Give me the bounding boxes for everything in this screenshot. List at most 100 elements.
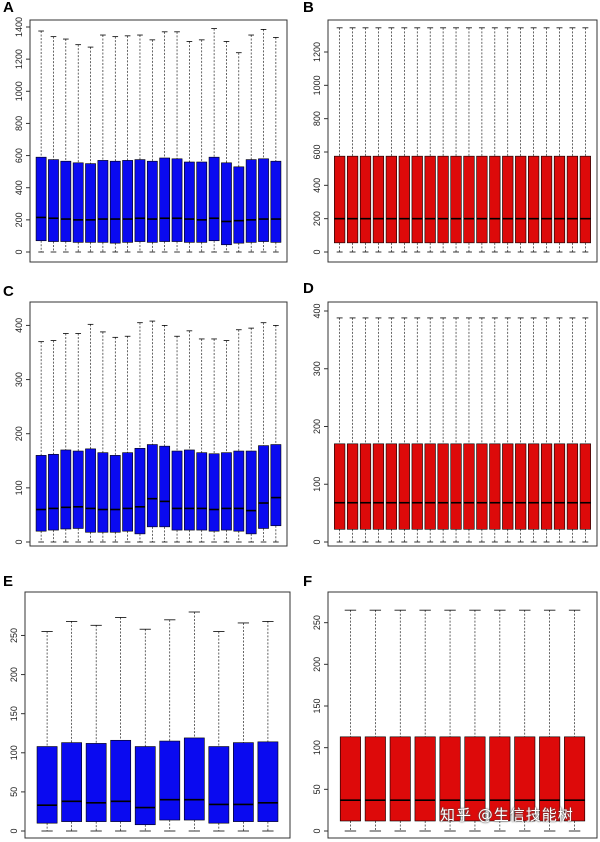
box-body	[233, 450, 245, 532]
box-6	[464, 609, 486, 832]
y-tick-label: 1200	[14, 49, 24, 69]
box-7	[489, 609, 511, 832]
box-12	[476, 317, 488, 543]
box-13	[489, 317, 501, 543]
box-7	[109, 36, 121, 253]
box-11	[159, 31, 171, 253]
box-body	[334, 155, 346, 244]
box-4	[72, 44, 84, 253]
box-12	[171, 335, 183, 543]
box-4	[372, 317, 385, 543]
box-body	[515, 443, 527, 530]
box-20	[579, 317, 591, 543]
box-15	[208, 338, 220, 543]
y-tick-label: 200	[9, 667, 19, 682]
box-10	[146, 320, 158, 543]
panel-label: E	[3, 573, 14, 590]
box-body	[257, 741, 279, 822]
y-tick-label: 600	[14, 148, 24, 163]
box-body	[540, 155, 553, 244]
box-1	[334, 27, 346, 253]
box-body	[208, 453, 220, 532]
panel-label: F	[303, 573, 313, 590]
box-body	[60, 449, 72, 530]
box-body	[489, 443, 501, 530]
box-body	[258, 158, 269, 242]
box-14	[502, 317, 514, 543]
box-body	[97, 160, 109, 243]
y-tick-label: 100	[312, 740, 322, 755]
box-8	[424, 317, 436, 543]
box-20	[270, 37, 282, 253]
box-1	[36, 631, 58, 832]
box-5	[439, 609, 461, 832]
boxplot-svg: 0 100 200 300 400	[14, 301, 288, 547]
box-2	[364, 609, 386, 832]
box-body	[463, 155, 475, 244]
box-body	[208, 746, 230, 824]
box-body	[221, 162, 232, 246]
box-3	[85, 624, 107, 832]
box-15	[515, 27, 527, 253]
box-8	[424, 27, 436, 253]
box-13	[184, 41, 195, 253]
box-2	[48, 340, 59, 543]
box-4	[110, 617, 132, 832]
box-body	[60, 160, 72, 242]
box-11	[463, 317, 475, 543]
box-body	[245, 450, 257, 535]
box-10	[146, 39, 158, 253]
box-8	[122, 335, 133, 543]
box-body	[48, 453, 59, 531]
y-tick-label: 1400	[14, 17, 24, 37]
box-body	[134, 159, 146, 242]
box-body	[411, 443, 423, 530]
box-6	[97, 34, 109, 253]
box-body	[85, 743, 107, 822]
y-tick-label: 600	[312, 144, 322, 159]
boxplot-svg: 0 50 100 150 200 250	[312, 591, 598, 839]
box-15	[208, 28, 220, 253]
box-13	[489, 27, 501, 253]
box-body	[134, 746, 156, 826]
y-tick-label: 100	[14, 480, 24, 495]
y-tick-label: 400	[312, 303, 322, 318]
box-body	[171, 158, 183, 242]
box-body	[35, 455, 47, 532]
box-10	[450, 27, 462, 253]
box-7	[411, 27, 423, 253]
box-body	[372, 155, 385, 244]
box-body	[159, 157, 171, 242]
box-body	[476, 155, 488, 244]
box-body	[553, 443, 566, 530]
box-9	[539, 609, 561, 832]
box-19	[258, 322, 269, 543]
boxplot-svg: 0 100 200 300 400	[312, 301, 598, 547]
box-6	[159, 619, 181, 832]
box-body	[437, 155, 449, 244]
box-body	[122, 160, 133, 243]
box-8	[514, 609, 536, 832]
box-body	[245, 159, 257, 243]
y-tick-label: 200	[14, 426, 24, 441]
panel-label: C	[3, 283, 14, 300]
box-8	[122, 35, 133, 253]
box-body	[398, 155, 410, 244]
box-body	[463, 443, 475, 530]
box-5	[385, 317, 397, 543]
box-7	[411, 317, 423, 543]
box-14	[196, 39, 208, 253]
y-tick-label: 300	[312, 361, 322, 376]
box-5	[134, 628, 156, 832]
box-4	[372, 27, 385, 253]
box-body	[502, 155, 514, 244]
box-body	[398, 443, 410, 530]
box-16	[221, 41, 232, 253]
box-body	[196, 161, 208, 243]
box-14	[502, 27, 514, 253]
box-body	[184, 161, 195, 243]
box-13	[184, 330, 195, 543]
panel-label: D	[303, 280, 314, 297]
box-7	[109, 336, 121, 543]
box-14	[196, 338, 208, 543]
